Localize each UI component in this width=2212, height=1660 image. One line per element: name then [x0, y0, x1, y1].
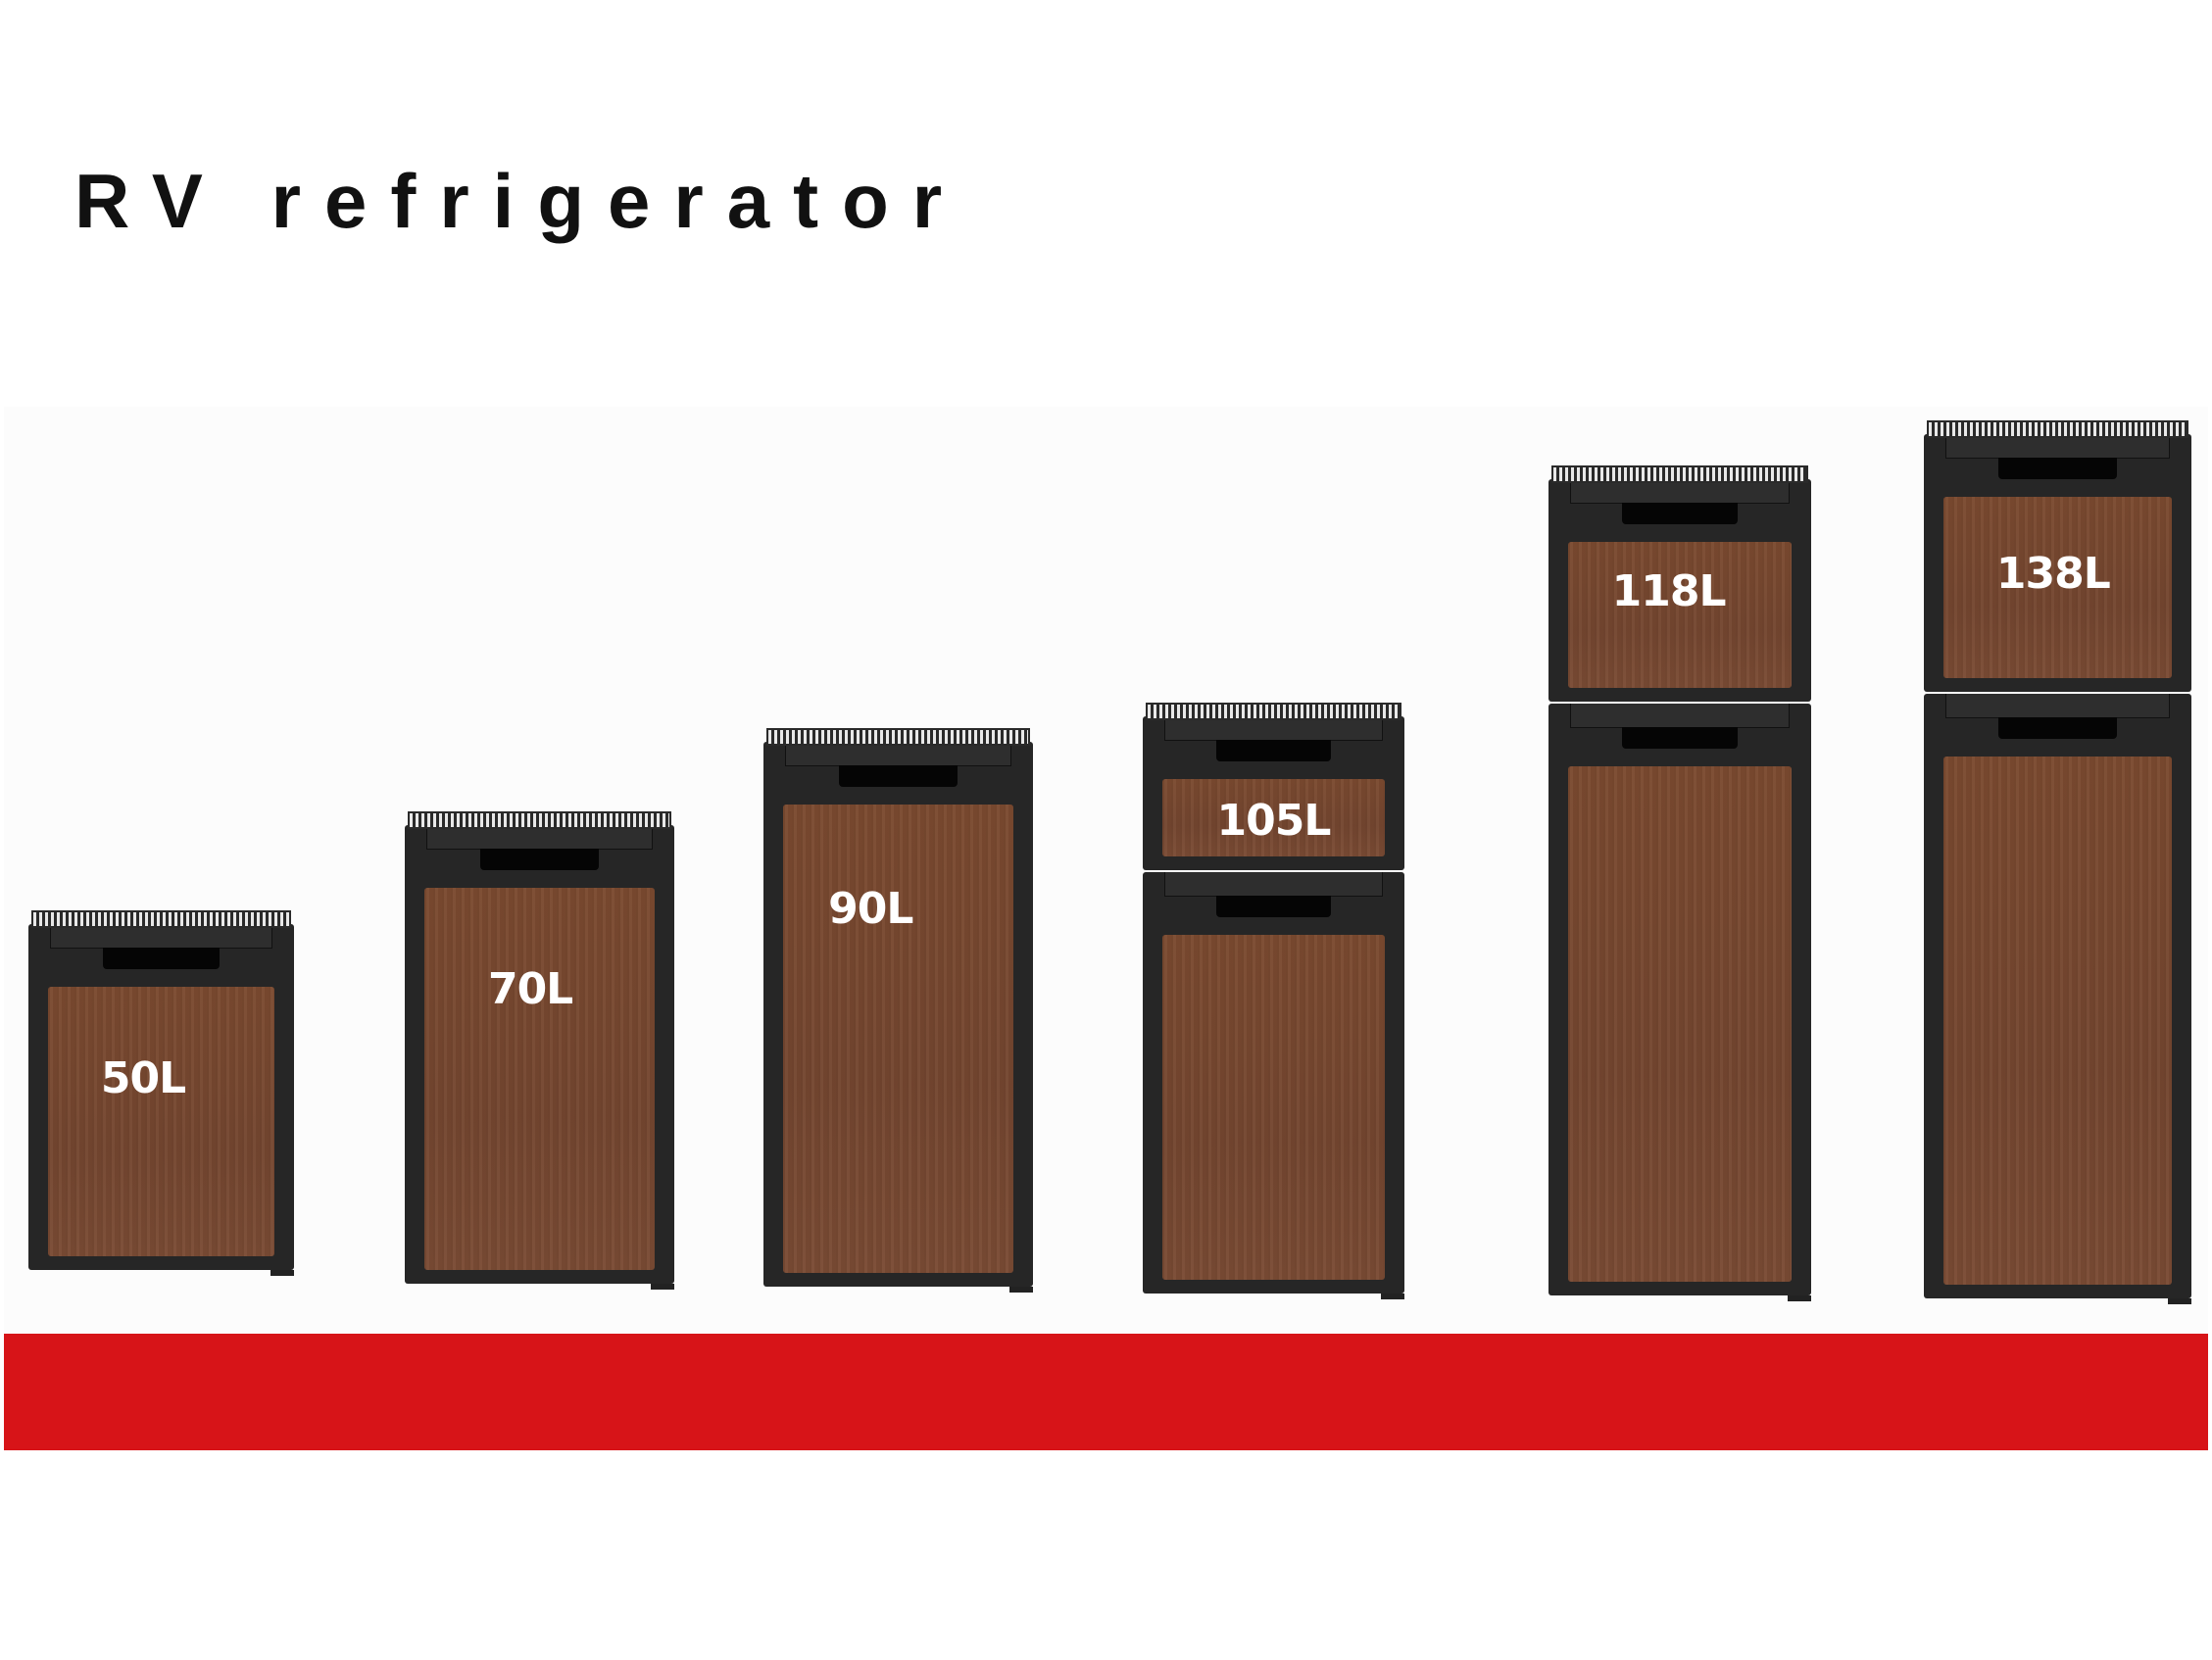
- upper-compartment: 118L: [1548, 479, 1811, 702]
- refrigerator-5: 138L: [1924, 420, 2191, 1304]
- refrigerator-3: 105L: [1143, 703, 1404, 1299]
- vent-grille: [1927, 420, 2188, 438]
- foot: [651, 1284, 674, 1290]
- product-backdrop: [4, 407, 2208, 1334]
- foot: [1381, 1294, 1404, 1299]
- top-trim: [1945, 694, 2170, 718]
- top-trim: [50, 924, 272, 949]
- capacity-label: 70L: [487, 964, 573, 1014]
- vent-grille: [1146, 703, 1401, 720]
- door-handle: [839, 765, 958, 787]
- wood-door-panel: 105L: [1162, 779, 1385, 856]
- foot: [1009, 1287, 1033, 1293]
- door-handle: [1622, 503, 1738, 524]
- capacity-label: 105L: [1216, 796, 1332, 846]
- upper-compartment: 105L: [1143, 716, 1404, 870]
- wood-door-panel: 70L: [424, 888, 655, 1270]
- foot: [270, 1270, 294, 1276]
- capacity-label: 90L: [828, 884, 913, 934]
- door-handle: [1998, 458, 2117, 479]
- door-handle: [480, 849, 599, 870]
- door-handle: [1215, 896, 1332, 917]
- wood-door-panel: 138L: [1943, 497, 2172, 678]
- refrigerator-4: 118L: [1548, 465, 1811, 1301]
- wood-door-panel: [1943, 757, 2172, 1285]
- upper-compartment: 70L: [405, 825, 674, 1290]
- wood-door-panel: 118L: [1568, 542, 1792, 688]
- door-handle: [102, 948, 221, 969]
- upper-compartment: 50L: [28, 924, 294, 1276]
- refrigerator-2: 90L: [763, 728, 1033, 1293]
- top-trim: [1570, 479, 1790, 504]
- vent-grille: [408, 811, 671, 829]
- wood-door-panel: [1568, 766, 1792, 1282]
- lower-compartment: [1548, 704, 1811, 1301]
- door-handle: [1622, 727, 1738, 749]
- capacity-label: 118L: [1611, 566, 1727, 616]
- wood-door-panel: 90L: [783, 805, 1013, 1273]
- page-title: RV refrigerator: [74, 158, 966, 244]
- door-handle: [1998, 717, 2117, 739]
- foot: [1788, 1295, 1811, 1301]
- lower-compartment: [1143, 872, 1404, 1299]
- upper-compartment: 138L: [1924, 434, 2191, 692]
- top-trim: [1164, 872, 1383, 897]
- red-footer-band: [4, 1334, 2208, 1450]
- wood-door-panel: 50L: [48, 987, 274, 1256]
- refrigerator-0: 50L: [28, 910, 294, 1276]
- vent-grille: [31, 910, 291, 928]
- door-handle: [1215, 740, 1332, 761]
- vent-grille: [1551, 465, 1808, 483]
- upper-compartment: 90L: [763, 742, 1033, 1293]
- lower-compartment: [1924, 694, 2191, 1304]
- capacity-label: 50L: [100, 1053, 186, 1103]
- wood-door-panel: [1162, 935, 1385, 1280]
- refrigerator-1: 70L: [405, 811, 674, 1290]
- capacity-label: 138L: [1995, 549, 2111, 599]
- foot: [2168, 1298, 2191, 1304]
- top-trim: [785, 742, 1011, 766]
- vent-grille: [766, 728, 1030, 746]
- top-trim: [1570, 704, 1790, 728]
